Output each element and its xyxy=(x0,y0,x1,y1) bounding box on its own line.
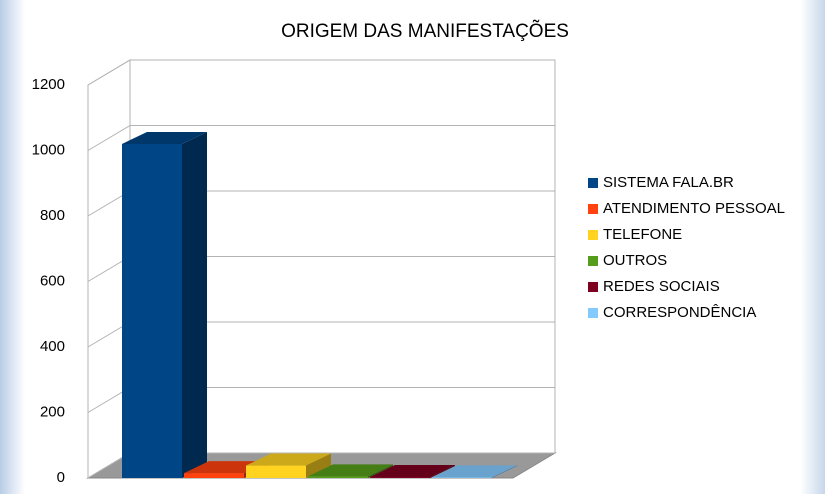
bar-side xyxy=(182,131,207,478)
y-tick-label: 600 xyxy=(40,272,65,289)
bar-top xyxy=(122,131,207,144)
legend-label: TELEFONE xyxy=(603,226,682,243)
bar-side xyxy=(368,464,393,478)
bar xyxy=(122,143,182,478)
legend-label: CORRESPONDÊNCIA xyxy=(603,304,756,321)
bar xyxy=(370,477,430,478)
y-tick-label: 200 xyxy=(40,403,65,420)
legend-label: REDES SOCIAIS xyxy=(603,278,720,295)
bar-top xyxy=(432,465,517,478)
bar xyxy=(184,473,244,478)
bar-top xyxy=(308,464,393,477)
legend-label: ATENDIMENTO PESSOAL xyxy=(603,200,785,217)
bar-side xyxy=(430,465,455,478)
bar-side xyxy=(492,465,517,478)
bar-top xyxy=(370,465,455,478)
bar-top xyxy=(246,453,331,466)
bar-side xyxy=(306,453,331,478)
y-tick-label: 0 xyxy=(57,469,65,486)
bar xyxy=(308,476,368,478)
grid-line xyxy=(87,59,555,86)
bar xyxy=(246,465,306,478)
legend-swatch xyxy=(588,308,598,318)
legend-label: SISTEMA FALA.BR xyxy=(603,174,734,191)
y-tick-label: 400 xyxy=(40,338,65,355)
legend-label: OUTROS xyxy=(603,252,667,269)
y-tick-label: 800 xyxy=(40,207,65,224)
chart-title: ORIGEM DAS MANIFESTAÇÕES xyxy=(281,20,569,42)
legend-swatch xyxy=(588,230,598,240)
legend-swatch xyxy=(588,178,598,188)
legend-swatch xyxy=(588,256,598,266)
bar xyxy=(432,477,492,478)
legend-swatch xyxy=(588,204,598,214)
y-tick-label: 1200 xyxy=(32,76,65,93)
grid-line xyxy=(87,125,555,151)
y-tick-label: 1000 xyxy=(32,141,65,158)
legend-swatch xyxy=(588,282,598,292)
